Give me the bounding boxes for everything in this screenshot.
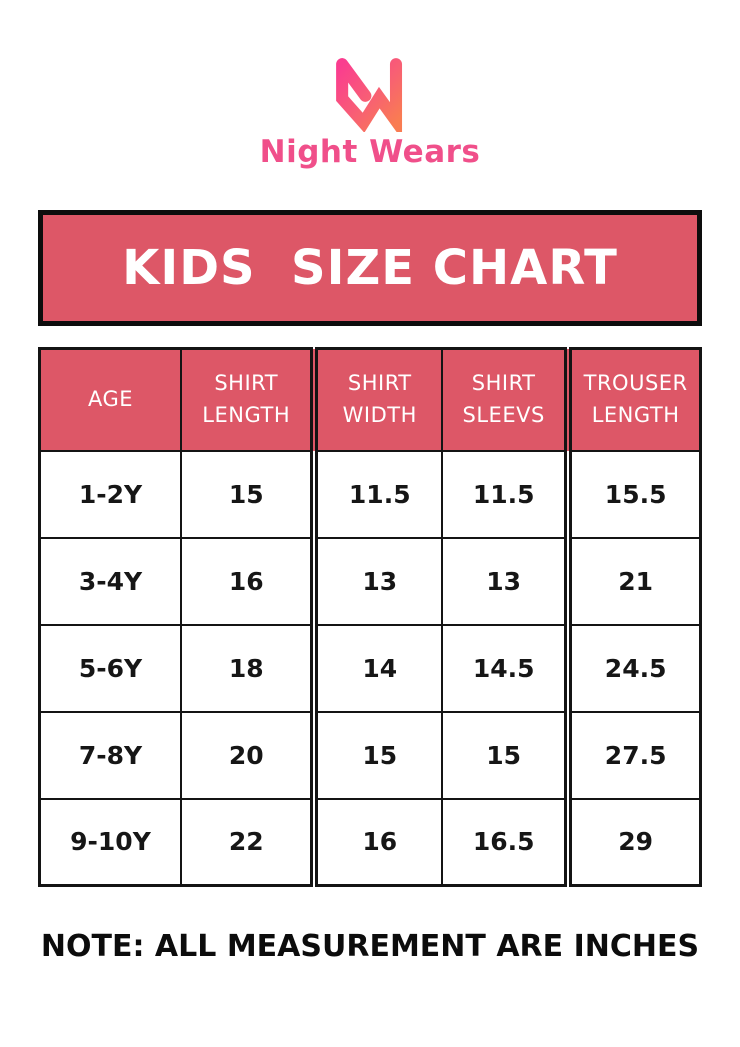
cell-shirt-length: 15 [179, 449, 316, 539]
table-row: 7-8Y 20 15 15 27.5 [38, 710, 702, 800]
table-row: 9-10Y 22 16 16.5 29 [38, 797, 702, 887]
cell-shirt-sleevs: 15 [441, 710, 570, 800]
title-banner: KIDS SIZE CHART [38, 210, 702, 326]
cell-age: 5-6Y [38, 623, 182, 713]
cell-trouser-length: 27.5 [564, 710, 702, 800]
cell-shirt-width: 16 [310, 797, 444, 887]
table-row: 5-6Y 18 14 14.5 24.5 [38, 623, 702, 713]
cell-shirt-length: 16 [179, 536, 316, 626]
cell-age: 3-4Y [38, 536, 182, 626]
note-text: NOTE: ALL MEASUREMENT ARE INCHES [40, 929, 700, 964]
cell-trouser-length: 24.5 [564, 623, 702, 713]
cell-shirt-width: 14 [310, 623, 444, 713]
cell-shirt-sleevs: 13 [441, 536, 570, 626]
table-row: 3-4Y 16 13 13 21 [38, 536, 702, 626]
header-age: AGE [38, 347, 182, 452]
cell-shirt-width: 11.5 [310, 449, 444, 539]
cell-shirt-sleevs: 14.5 [441, 623, 570, 713]
cell-shirt-sleevs: 11.5 [441, 449, 570, 539]
cell-shirt-width: 15 [310, 710, 444, 800]
table-row: 1-2Y 15 11.5 11.5 15.5 [38, 449, 702, 539]
nw-monogram-icon [328, 54, 412, 132]
cell-trouser-length: 21 [564, 536, 702, 626]
cell-shirt-width: 13 [310, 536, 444, 626]
size-chart-table: AGE SHIRT LENGTH SHIRT WIDTH SHIRT SLEEV… [38, 347, 702, 887]
header-shirt-length: SHIRT LENGTH [179, 347, 316, 452]
cell-age: 9-10Y [38, 797, 182, 887]
cell-age: 7-8Y [38, 710, 182, 800]
header-trouser-length: TROUSER LENGTH [564, 347, 702, 452]
cell-age: 1-2Y [38, 449, 182, 539]
brand-header: Night Wears [0, 0, 740, 170]
brand-wordmark: Night Wears [259, 134, 481, 170]
cell-shirt-sleevs: 16.5 [441, 797, 570, 887]
page-title: KIDS SIZE CHART [122, 240, 618, 296]
cell-trouser-length: 29 [564, 797, 702, 887]
cell-trouser-length: 15.5 [564, 449, 702, 539]
table-header-row: AGE SHIRT LENGTH SHIRT WIDTH SHIRT SLEEV… [38, 347, 702, 452]
cell-shirt-length: 20 [179, 710, 316, 800]
cell-shirt-length: 22 [179, 797, 316, 887]
cell-shirt-length: 18 [179, 623, 316, 713]
header-shirt-width: SHIRT WIDTH [310, 347, 444, 452]
header-shirt-sleevs: SHIRT SLEEVS [441, 347, 570, 452]
